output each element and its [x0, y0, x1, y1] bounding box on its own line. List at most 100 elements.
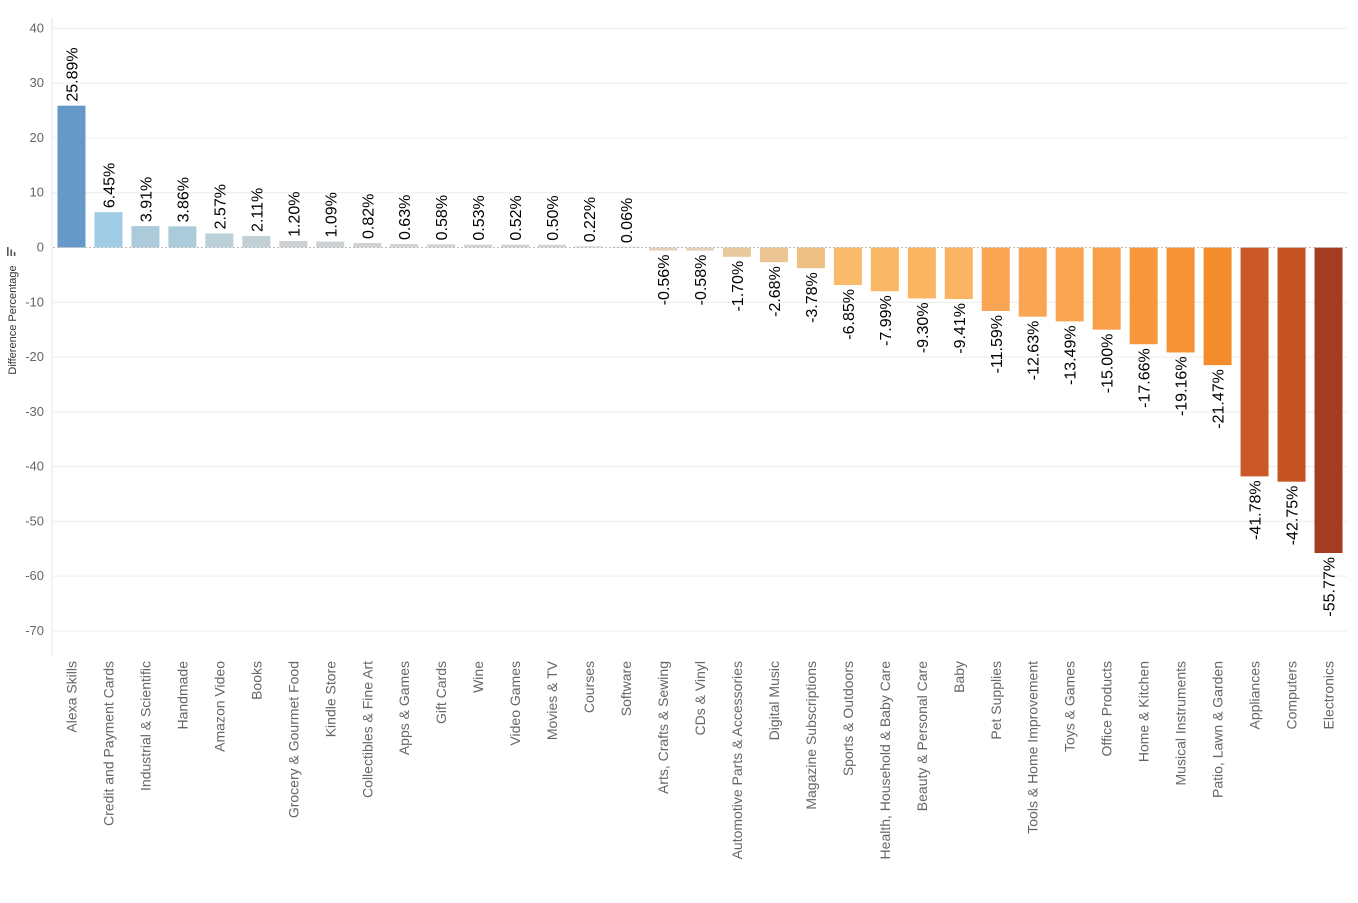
bar[interactable] [94, 212, 123, 248]
bar[interactable] [759, 247, 788, 263]
y-tick-label: -30 [25, 404, 44, 419]
bar[interactable] [575, 246, 604, 248]
bar[interactable] [1314, 247, 1343, 554]
category-label: Gift Cards [433, 661, 449, 724]
data-label: -6.85% [841, 289, 858, 340]
category-label: CDs & Vinyl [692, 661, 708, 735]
y-tick-label: -20 [25, 349, 44, 364]
bar[interactable] [796, 247, 825, 269]
bar[interactable] [1055, 247, 1084, 322]
bar[interactable] [168, 226, 197, 248]
category-label: Amazon Video [211, 661, 227, 752]
category-label: Baby [951, 661, 967, 693]
y-tick-label: -60 [25, 568, 44, 583]
category-label: Handmade [174, 661, 190, 730]
bar[interactable] [907, 247, 936, 299]
category-label: Industrial & Scientific [137, 661, 153, 791]
category-label: Musical Instruments [1173, 661, 1189, 785]
bar[interactable] [649, 247, 678, 251]
category-label: Kindle Store [322, 661, 338, 737]
bar[interactable] [1092, 247, 1121, 330]
y-axis-ticks: 40 30 20 10 0 -10 -20 -30 -40 -50 -60 -70 [25, 20, 44, 638]
bar[interactable] [1203, 247, 1232, 366]
category-label: Health, Household & Baby Care [877, 661, 893, 860]
data-label: -9.41% [952, 303, 969, 354]
y-tick-label: 10 [30, 185, 44, 200]
category-label: Office Products [1099, 661, 1115, 756]
category-label: Software [618, 661, 634, 716]
y-tick-label: 20 [30, 130, 44, 145]
data-label: -19.16% [1174, 356, 1191, 416]
data-label: 3.86% [175, 177, 192, 222]
bar[interactable] [316, 241, 345, 248]
bar[interactable] [1240, 247, 1269, 477]
bar[interactable] [353, 243, 382, 248]
data-label: -55.77% [1322, 557, 1339, 617]
category-label: Courses [581, 661, 597, 713]
bar[interactable] [1277, 247, 1306, 482]
bar[interactable] [279, 240, 308, 248]
category-label: Movies & TV [544, 660, 560, 740]
data-label: 2.11% [249, 188, 266, 232]
data-label: 0.22% [582, 197, 599, 242]
category-label: Digital Music [766, 661, 782, 740]
bar[interactable] [57, 105, 86, 248]
category-label: Appliances [1247, 661, 1263, 730]
data-label: 0.52% [508, 195, 525, 240]
category-label: Pet Supplies [988, 661, 1004, 740]
y-tick-label: 40 [30, 20, 44, 35]
bar[interactable] [1166, 247, 1195, 353]
y-tick-label: -10 [25, 294, 44, 309]
category-label: Magazine Subscriptions [803, 661, 819, 810]
bar[interactable] [1018, 247, 1047, 317]
category-label: Toys & Games [1062, 661, 1078, 752]
bar[interactable] [242, 235, 271, 248]
category-label: Video Games [507, 661, 523, 746]
data-label: -0.56% [656, 255, 673, 306]
bar[interactable] [870, 247, 899, 292]
bar[interactable] [427, 244, 456, 248]
data-label: 0.06% [619, 198, 636, 243]
data-label: 0.58% [434, 195, 451, 240]
category-label: Wine [470, 661, 486, 693]
data-label: 2.57% [212, 184, 229, 229]
bar[interactable] [1129, 247, 1158, 345]
data-label: -17.66% [1137, 348, 1154, 408]
bar[interactable] [833, 247, 862, 286]
category-label: Computers [1284, 661, 1300, 729]
category-label: Patio, Lawn & Garden [1210, 661, 1226, 798]
data-label: -41.78% [1248, 480, 1265, 540]
bars [57, 105, 1343, 554]
bar[interactable] [205, 233, 234, 248]
data-label: -3.78% [804, 272, 821, 323]
data-label: -13.49% [1063, 325, 1080, 385]
data-label: -9.30% [915, 302, 932, 353]
bar[interactable] [944, 247, 973, 300]
bar[interactable] [722, 247, 751, 257]
gridlines [53, 27, 1347, 632]
data-label: 0.53% [471, 195, 488, 240]
category-labels: Alexa Skills Credit and Payment Cards Indu… [63, 660, 1336, 859]
category-label: Electronics [1321, 661, 1337, 729]
bar[interactable] [538, 244, 567, 248]
data-label: -2.68% [767, 266, 784, 317]
sort-icon[interactable] [7, 247, 16, 256]
y-tick-label: -40 [25, 459, 44, 474]
category-label: Apps & Games [396, 661, 412, 755]
y-axis-title-group[interactable]: Difference Percentage [7, 247, 19, 375]
bar[interactable] [131, 226, 160, 248]
bar[interactable] [501, 244, 530, 248]
bar[interactable] [464, 244, 493, 248]
data-label: 6.45% [101, 163, 118, 208]
bar[interactable] [981, 247, 1010, 311]
category-label: Beauty & Personal Care [914, 661, 930, 811]
bar[interactable] [390, 244, 419, 248]
y-tick-label: 0 [37, 240, 44, 255]
data-label: -0.58% [693, 255, 710, 306]
data-label: 0.63% [397, 195, 414, 240]
y-tick-label: 30 [30, 75, 44, 90]
bar[interactable] [686, 247, 714, 251]
category-label: Books [248, 661, 264, 700]
category-label: Tools & Home Improvement [1025, 661, 1041, 834]
